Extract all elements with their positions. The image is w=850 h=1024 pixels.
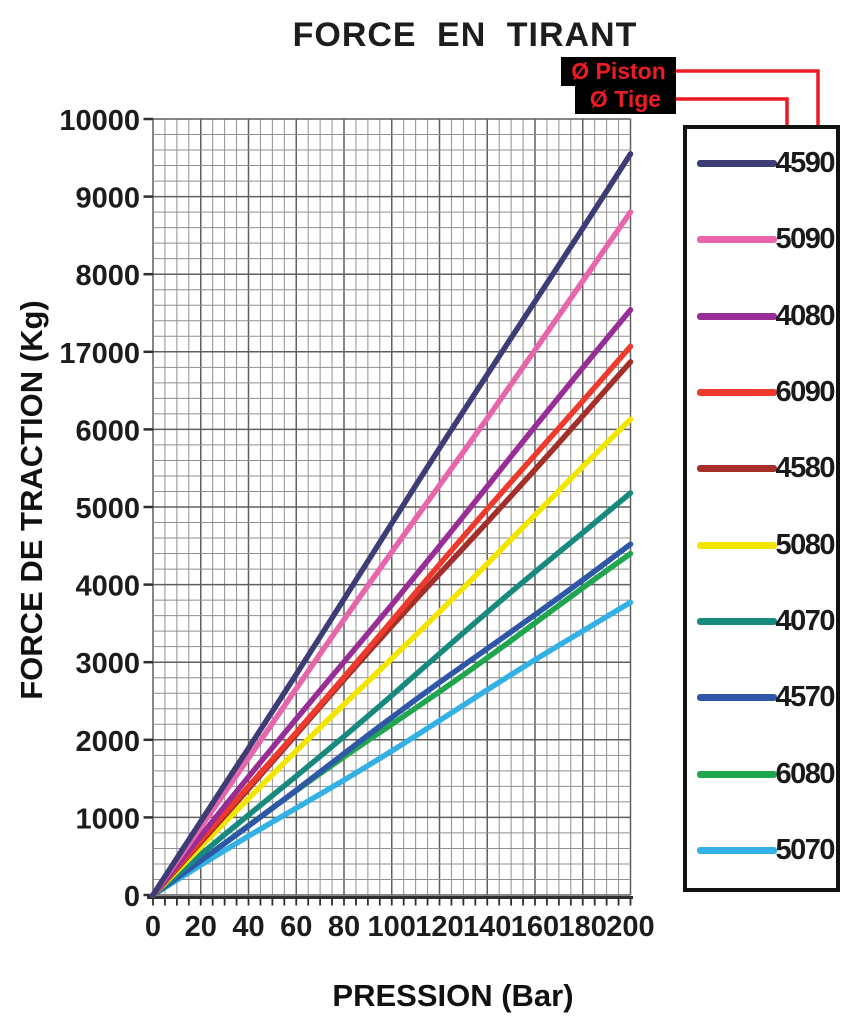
series-line-4570 — [150, 541, 634, 898]
x-tick-label: 120 — [415, 911, 463, 943]
legend-item-4070: 4070 — [687, 605, 836, 637]
legend-item-label: 5090 — [775, 223, 835, 256]
legend-color-sample — [697, 541, 777, 549]
legend-item-label: 4580 — [775, 452, 835, 485]
piston-diameter-label-text: Ø Piston — [571, 58, 666, 84]
legend-item-5070: 5070 — [687, 834, 836, 866]
series-line-5070 — [150, 599, 634, 898]
y-tick-label: 3000 — [75, 648, 140, 680]
legend-item-label: 5070 — [775, 833, 835, 866]
legend-color-sample — [697, 770, 777, 778]
y-tick-label: 9000 — [75, 183, 140, 215]
legend-color-sample — [697, 312, 777, 320]
legend-item-5090: 5090 — [687, 223, 836, 255]
y-tick-label: 8000 — [75, 260, 140, 292]
legend-color-sample — [697, 160, 777, 167]
legend-item-4590: 4590 — [687, 147, 836, 179]
y-tick-label: 5000 — [75, 493, 140, 525]
series-lines — [150, 151, 634, 898]
x-tick-label: 200 — [606, 911, 654, 943]
x-tick-label: 40 — [232, 911, 264, 943]
x-tick-label: 0 — [145, 911, 161, 943]
legend-item-label: 5080 — [775, 528, 835, 561]
grid-lines — [152, 118, 632, 896]
legend-item-6090: 6090 — [687, 376, 836, 408]
series-line-6090 — [150, 343, 634, 898]
x-tick-label: 100 — [368, 911, 416, 943]
x-tick-label: 80 — [328, 911, 360, 943]
legend-color-sample — [697, 236, 777, 244]
y-tick-label: 0 — [124, 881, 140, 913]
legend-item-4580: 4580 — [687, 452, 836, 484]
piston-diameter-label: Ø Piston — [561, 57, 676, 86]
tige-diameter-label: Ø Tige — [575, 86, 676, 114]
tige-diameter-label-text: Ø Tige — [589, 86, 662, 112]
series-line-4590 — [150, 151, 634, 898]
chart-title: FORCE EN TIRANT — [292, 16, 638, 54]
legend-item-5080: 5080 — [687, 529, 836, 561]
legend-item-label: 6080 — [775, 757, 835, 790]
y-tick-label: 10000 — [59, 105, 140, 137]
legend-item-label: 4080 — [775, 299, 835, 332]
legend-item-6080: 6080 — [687, 758, 836, 790]
x-tick-label: 60 — [280, 911, 312, 943]
legend-item-label: 6090 — [775, 375, 835, 408]
x-tick-label: 140 — [463, 911, 511, 943]
legend-color-sample — [697, 694, 777, 702]
series-line-5090 — [150, 209, 634, 898]
x-tick-label: 180 — [559, 911, 607, 943]
legend-color-sample — [697, 388, 777, 396]
series-line-4080 — [150, 307, 634, 898]
legend-color-sample — [697, 846, 777, 854]
x-axis-title: PRESSION (Bar) — [332, 978, 574, 1013]
legend-item-label: 4070 — [775, 604, 835, 637]
x-tick-label: 160 — [511, 911, 559, 943]
y-tick-label: 2000 — [75, 726, 140, 758]
y-tick-label: 17000 — [59, 338, 140, 370]
legend-item-label: 4590 — [775, 147, 835, 179]
axes: 0 20 40 60 80 100 120 140 160 180 2000100020003000… — [59, 105, 654, 943]
legend-item-label: 4570 — [775, 681, 835, 714]
piston-connector-line — [676, 69, 820, 145]
series-line-4070 — [150, 490, 634, 898]
legend-box: 4590 5090 4080 6090 4580 5080 4070 4570 6080 5070 — [683, 125, 840, 892]
y-tick-label: 6000 — [75, 415, 140, 447]
x-tick-label: 20 — [185, 911, 217, 943]
legend-item-4570: 4570 — [687, 681, 836, 713]
series-line-5080 — [150, 416, 634, 898]
y-axis-title: FORCE DE TRACTION (Kg) — [14, 300, 49, 700]
y-tick-label: 1000 — [75, 803, 140, 835]
legend-color-sample — [697, 617, 777, 625]
y-tick-label: 4000 — [75, 571, 140, 603]
legend-color-sample — [697, 465, 777, 473]
legend-item-4080: 4080 — [687, 300, 836, 332]
